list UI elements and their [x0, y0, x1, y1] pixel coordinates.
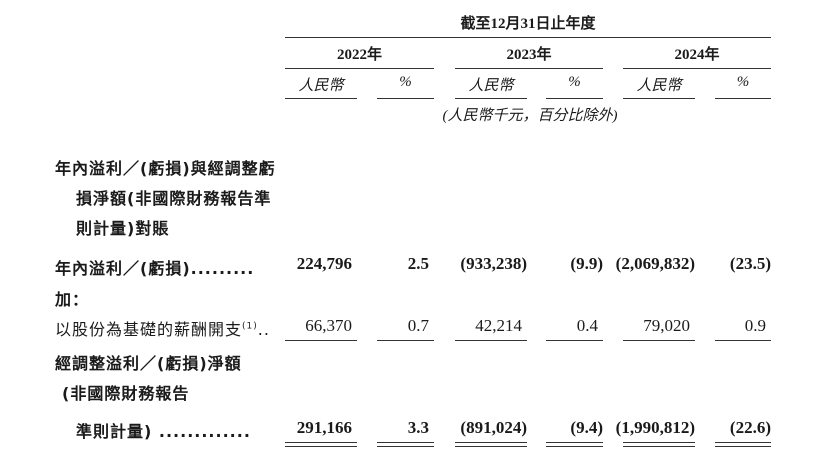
divider: [285, 37, 771, 38]
adjusted-value: 3.3: [407, 418, 429, 437]
adjusted-value: (9.4): [570, 418, 603, 437]
adjusted-value: (891,024): [460, 418, 527, 437]
single-underline: [623, 340, 695, 341]
double-underline: [715, 442, 771, 447]
sbc-value: 0.4: [576, 316, 598, 335]
divider: [455, 68, 603, 69]
sbc-value: 79,020: [643, 316, 690, 335]
section-title: 則計量)對賬: [76, 219, 170, 238]
row-label-adjusted: 經調整溢利／(虧損)淨額: [55, 354, 242, 373]
adjusted-value: (22.6): [729, 418, 771, 437]
year-2024: 2024年: [674, 47, 720, 63]
profit-value: 2.5: [407, 254, 429, 273]
row-label-add: 加：: [55, 290, 90, 309]
col-rmb-2022: 人民幣: [298, 78, 344, 94]
col-rmb-2024: 人民幣: [636, 78, 682, 94]
divider: [285, 68, 434, 69]
section-title: 年內溢利／(虧損)與經調整虧: [55, 159, 276, 178]
single-underline: [715, 340, 771, 341]
sbc-text: 以股份為基礎的薪酬開支: [55, 320, 243, 339]
leader-dots: ..: [257, 320, 270, 339]
double-underline: [623, 442, 695, 447]
row-label-sbc: 以股份為基礎的薪酬開支(1)..: [55, 316, 270, 340]
double-underline: [285, 442, 357, 447]
double-underline: [546, 442, 603, 447]
col-pct-2022: %: [399, 74, 412, 90]
col-pct-2024: %: [736, 74, 750, 90]
col-rmb-2023: 人民幣: [468, 78, 514, 94]
row-label-profit: 年內溢利／(虧損).........: [55, 259, 255, 278]
single-underline: [377, 340, 434, 341]
divider: [546, 98, 603, 99]
divider: [715, 98, 771, 99]
single-underline: [546, 340, 603, 341]
profit-value: (2,069,832): [615, 254, 695, 273]
sbc-value: 0.7: [407, 316, 429, 335]
sbc-value: 42,214: [475, 316, 522, 335]
divider: [455, 98, 527, 99]
period-header: 截至12月31日止年度: [460, 16, 596, 32]
section-title: 損淨額(非國際財務報告準: [76, 189, 272, 208]
row-label-adjusted: (非國際財務報告: [62, 384, 190, 403]
divider: [377, 98, 434, 99]
double-underline: [377, 442, 434, 447]
profit-value: 224,796: [296, 254, 352, 273]
footnote-marker: (1): [242, 321, 258, 332]
profit-value: (933,238): [460, 254, 527, 273]
year-2022: 2022年: [336, 47, 382, 63]
profit-value: (9.9): [570, 254, 603, 273]
sbc-value: 66,370: [305, 316, 352, 335]
single-underline: [285, 340, 357, 341]
units-note: (人民幣千元，百分比除外): [442, 108, 618, 124]
double-underline: [455, 442, 527, 447]
year-2023: 2023年: [506, 47, 552, 63]
row-label-adjusted: 準則計量) .............: [76, 422, 251, 441]
adjusted-value: (1,990,812): [615, 418, 695, 437]
adjusted-value: 291,166: [296, 418, 352, 437]
col-pct-2023: %: [568, 74, 581, 90]
profit-value: (23.5): [729, 254, 771, 273]
divider: [285, 98, 357, 99]
single-underline: [455, 340, 527, 341]
sbc-value: 0.9: [744, 316, 766, 335]
divider: [623, 68, 771, 69]
divider: [623, 98, 695, 99]
